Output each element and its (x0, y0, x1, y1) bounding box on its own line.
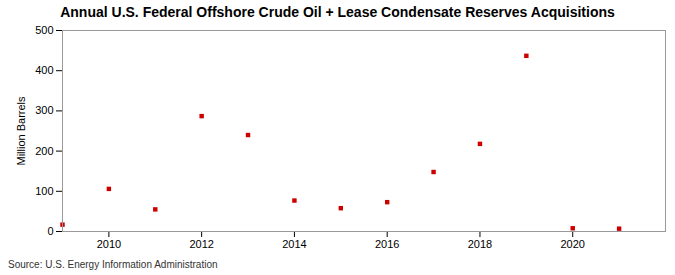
svg-text:0: 0 (47, 225, 53, 237)
svg-text:2010: 2010 (97, 238, 121, 250)
html-text:Source: U.S. Energy Informatio: Source: U.S. Energy Information Administ… (8, 259, 218, 270)
svg-text:2014: 2014 (282, 238, 306, 250)
svg-text:2016: 2016 (375, 238, 399, 250)
svg-text:200: 200 (35, 145, 53, 157)
html-text:Annual U.S. Federal Offshore C: Annual U.S. Federal Offshore Crude Oil +… (60, 4, 615, 20)
svg-text:Million Barrels: Million Barrels (15, 96, 27, 166)
svg-text:2020: 2020 (560, 238, 584, 250)
svg-text:400: 400 (35, 64, 53, 76)
svg-text:500: 500 (35, 24, 53, 36)
svg-text:100: 100 (35, 185, 53, 197)
svg-text:2012: 2012 (189, 238, 213, 250)
svg-text:300: 300 (35, 104, 53, 116)
svg-text:2018: 2018 (468, 238, 492, 250)
